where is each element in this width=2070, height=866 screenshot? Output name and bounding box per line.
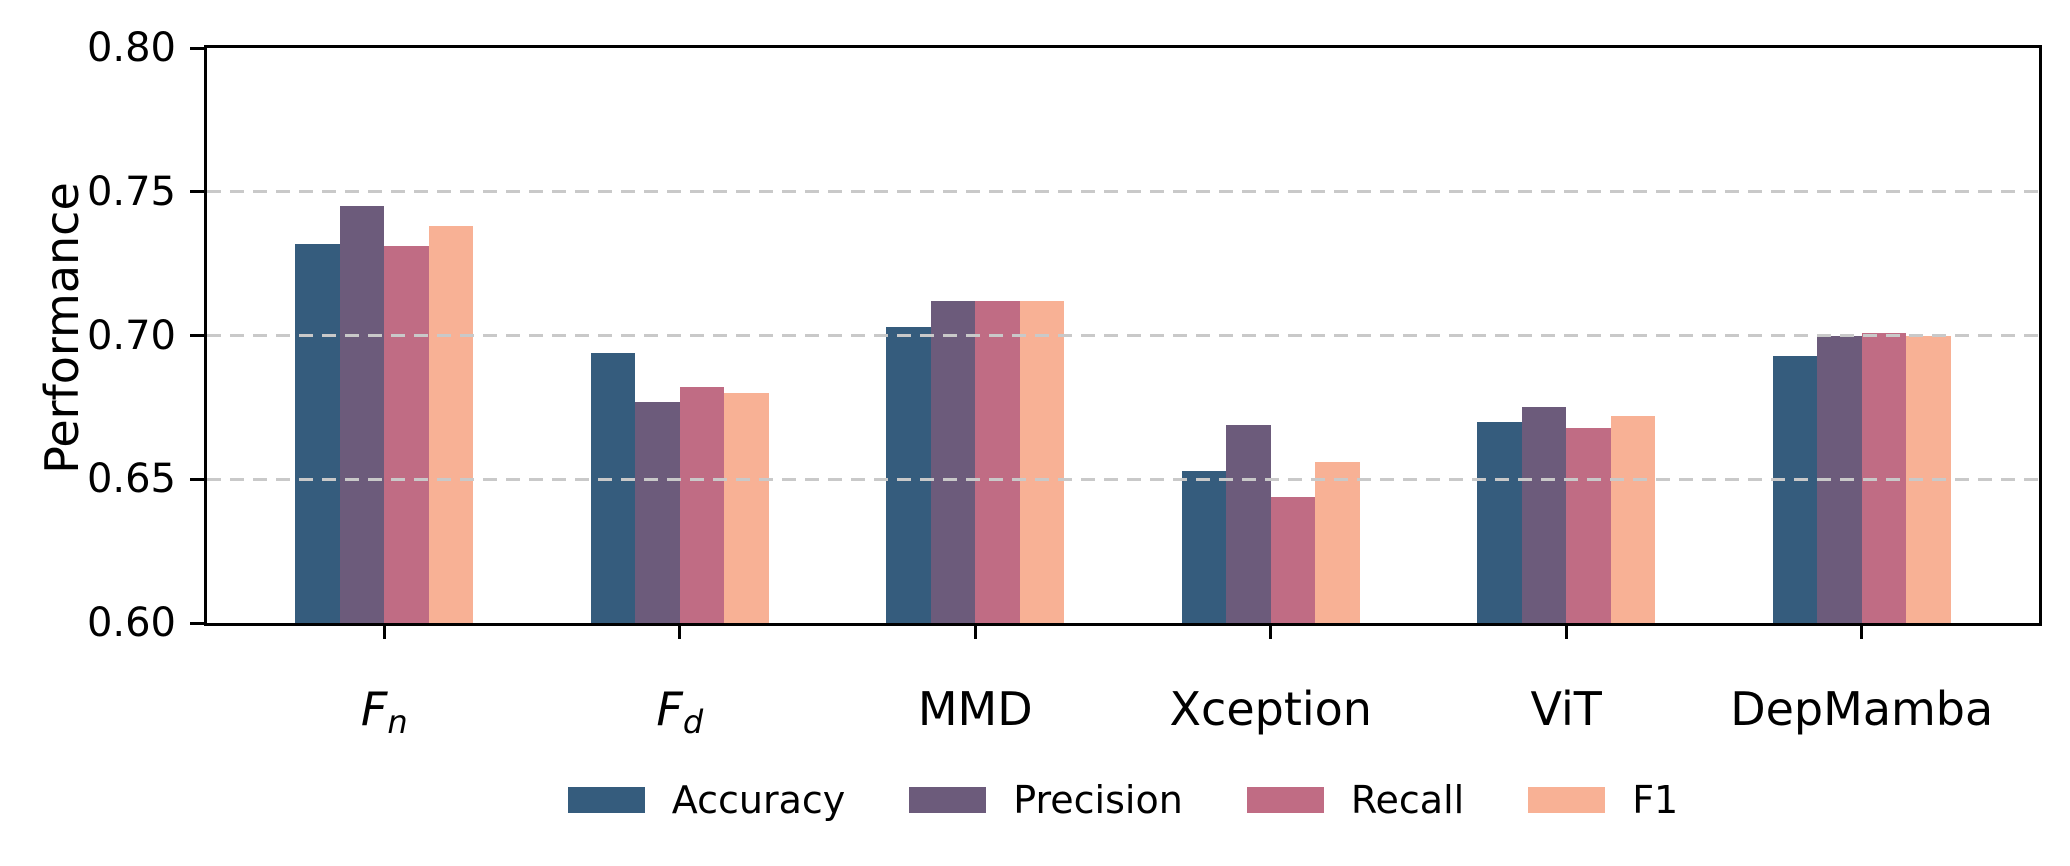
x-tick-mark-vit [1564, 626, 1568, 639]
legend: Accuracy Precision Recall F1 [204, 770, 2042, 830]
bar-f1-mmd [1019, 301, 1065, 623]
bar-accuracy-fn [295, 243, 340, 623]
bar-recall-fn [384, 246, 429, 623]
legend-swatch-recall [1246, 787, 1324, 813]
gridline-0.65 [207, 477, 2039, 481]
y-tick-label-0.6: 0.60 [86, 600, 176, 646]
x-tick-mark-fd [678, 626, 682, 639]
legend-label-precision: Precision [1013, 778, 1183, 822]
bar-f1-fd [724, 393, 769, 623]
x-tick-label-depmamba: DepMamba [1730, 686, 1993, 732]
legend-label-f1: F1 [1632, 778, 1679, 822]
x-tick-mark-xception [1269, 626, 1273, 639]
x-tick-label-subscript: d [682, 703, 704, 741]
legend-swatch-precision [909, 787, 987, 813]
x-tick-label-fn: Fn [361, 686, 408, 738]
legend-swatch-f1 [1528, 787, 1606, 813]
y-tick-mark-0.7 [190, 334, 204, 337]
bar-recall-vit [1566, 427, 1611, 623]
plot-area [204, 45, 2042, 626]
y-tick-mark-0.75 [190, 190, 204, 194]
x-tick-label-text: F [656, 682, 683, 736]
legend-item-recall: Recall [1246, 778, 1465, 822]
x-tick-mark-depmamba [1860, 626, 1864, 639]
bar-f1-fn [428, 226, 474, 623]
bar-recall-fd [679, 387, 725, 623]
y-tick-label-0.7: 0.70 [86, 312, 176, 359]
bar-accuracy-vit [1477, 421, 1522, 623]
x-tick-label-fd: Fd [656, 686, 703, 738]
bar-recall-mmd [975, 301, 1020, 623]
bar-precision-vit [1521, 407, 1567, 623]
legend-item-precision: Precision [909, 781, 1183, 819]
bar-accuracy-mmd [886, 326, 931, 623]
x-tick-label-mmd: MMD [918, 686, 1033, 732]
gridline-0.7 [207, 334, 2039, 337]
y-tick-label-0.75: 0.75 [86, 168, 176, 215]
bar-accuracy-depmamba [1772, 355, 1818, 623]
legend-label-recall: Recall [1350, 778, 1465, 822]
bar-precision-fn [339, 206, 385, 623]
x-tick-label-vit: ViT [1531, 686, 1602, 732]
legend-item-f1: F1 [1528, 781, 1678, 819]
x-tick-label-text: DepMamba [1730, 682, 1994, 736]
x-tick-label-xception: Xception [1170, 686, 1372, 732]
x-tick-mark-fn [382, 626, 386, 639]
x-tick-label-subscript: n [387, 703, 408, 741]
legend-swatch-accuracy [567, 787, 645, 813]
legend-item-accuracy: Accuracy [567, 778, 846, 822]
x-tick-mark-mmd [973, 626, 977, 639]
bar-f1-xception [1315, 462, 1360, 623]
legend-label-accuracy: Accuracy [671, 778, 846, 822]
x-tick-label-text: F [360, 682, 388, 736]
y-tick-label-0.8: 0.80 [86, 25, 176, 71]
bar-precision-xception [1226, 424, 1271, 623]
bar-recall-xception [1270, 496, 1316, 623]
y-tick-label-0.65: 0.65 [86, 456, 176, 503]
bar-f1-vit [1610, 416, 1656, 623]
bar-precision-mmd [930, 301, 976, 623]
y-tick-mark-0.6 [190, 621, 204, 625]
gridline-0.75 [207, 190, 2039, 194]
y-tick-mark-0.8 [190, 46, 204, 50]
x-tick-label-text: ViT [1530, 682, 1602, 736]
y-tick-mark-0.65 [190, 477, 204, 481]
x-tick-label-text: MMD [917, 682, 1033, 736]
bar-accuracy-fd [590, 352, 636, 623]
x-tick-label-text: Xception [1169, 682, 1372, 736]
bar-accuracy-xception [1181, 470, 1227, 623]
bar-precision-fd [635, 401, 680, 623]
